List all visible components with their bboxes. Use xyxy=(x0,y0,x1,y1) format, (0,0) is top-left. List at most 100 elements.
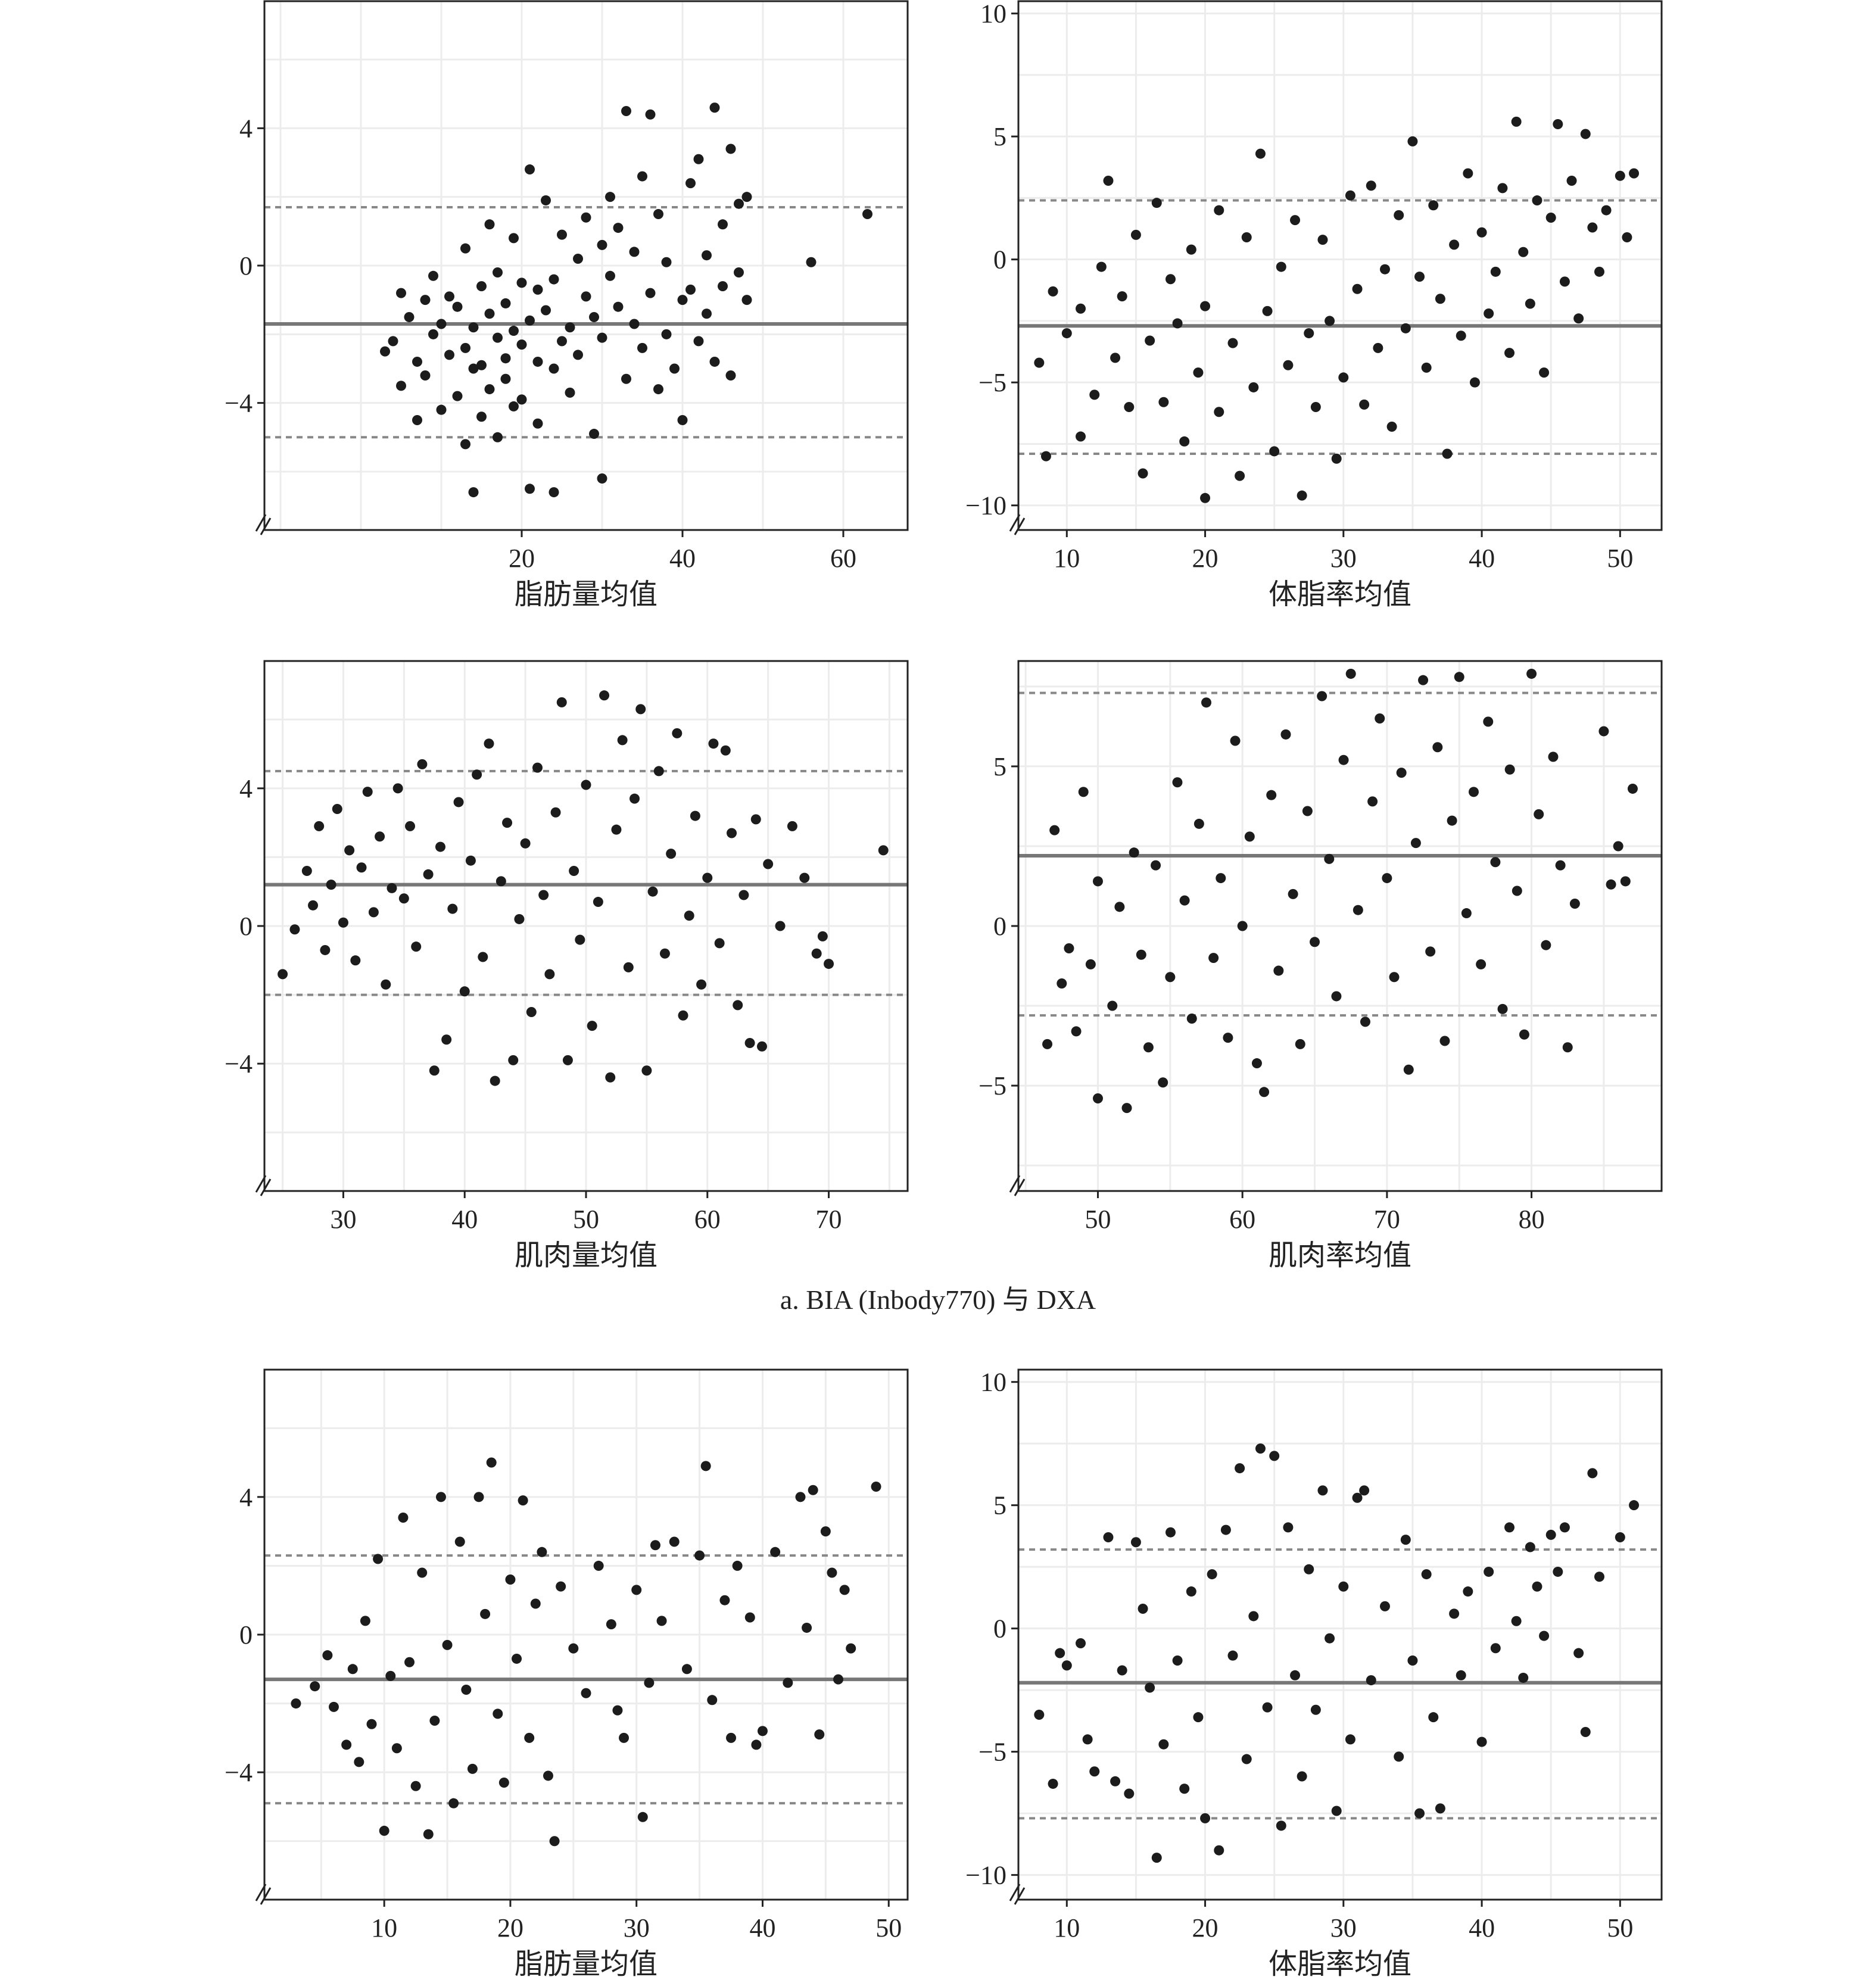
data-point xyxy=(1124,1788,1135,1799)
data-point xyxy=(1165,1527,1176,1538)
data-point xyxy=(461,1684,472,1695)
data-point xyxy=(1064,943,1074,954)
data-point xyxy=(757,1726,768,1736)
data-point xyxy=(656,1616,667,1626)
data-point xyxy=(726,1732,737,1743)
data-point xyxy=(436,404,447,415)
data-point xyxy=(1283,360,1294,370)
data-point xyxy=(1421,362,1432,373)
data-point xyxy=(1476,1736,1487,1747)
data-point xyxy=(1414,272,1425,282)
x-tick-label: 60 xyxy=(1229,1205,1255,1234)
data-point xyxy=(1587,222,1598,233)
data-point xyxy=(493,432,503,442)
data-point xyxy=(741,192,752,202)
x-tick-label: 80 xyxy=(1519,1205,1545,1234)
data-point xyxy=(1145,1682,1155,1693)
data-point xyxy=(373,1554,384,1564)
data-point xyxy=(1562,1042,1573,1053)
data-point xyxy=(1193,818,1204,829)
data-point xyxy=(1214,407,1224,417)
data-point xyxy=(1548,752,1559,762)
x-tick-label: 50 xyxy=(1085,1205,1111,1234)
data-point xyxy=(1449,239,1460,250)
data-points xyxy=(291,1457,881,1847)
data-point xyxy=(1214,205,1224,216)
data-point xyxy=(862,209,872,220)
data-point xyxy=(516,339,527,350)
data-point xyxy=(344,845,355,856)
data-point xyxy=(1145,335,1155,346)
data-point xyxy=(669,363,680,374)
data-point xyxy=(1518,247,1529,257)
data-point xyxy=(741,295,752,305)
data-point xyxy=(468,363,479,374)
data-point xyxy=(1511,1616,1522,1626)
data-point xyxy=(1172,1655,1183,1666)
x-tick-label: 40 xyxy=(669,544,696,573)
axis-break-mark xyxy=(255,1175,272,1196)
data-point xyxy=(1559,1522,1570,1533)
data-point xyxy=(619,1732,630,1743)
data-point xyxy=(549,1836,560,1847)
data-point xyxy=(460,342,470,353)
data-point xyxy=(1269,1451,1280,1461)
data-point xyxy=(525,164,535,175)
data-point xyxy=(846,1643,856,1654)
data-point xyxy=(1216,873,1226,884)
data-point xyxy=(1055,1648,1065,1658)
data-point xyxy=(520,838,531,849)
data-point xyxy=(1121,1103,1132,1114)
data-point xyxy=(1310,401,1321,412)
data-point xyxy=(1601,205,1612,216)
data-point xyxy=(396,288,406,298)
data-point xyxy=(1230,735,1241,746)
data-point xyxy=(500,373,511,384)
data-point xyxy=(476,281,487,292)
data-point xyxy=(380,346,390,357)
data-point xyxy=(630,793,640,804)
data-point xyxy=(684,911,694,921)
data-point xyxy=(1525,1542,1535,1552)
data-point xyxy=(597,332,607,343)
data-point xyxy=(647,886,658,897)
data-point xyxy=(1463,168,1473,179)
data-point xyxy=(454,1536,465,1547)
x-tick-label: 40 xyxy=(1469,544,1495,573)
data-point xyxy=(1410,838,1421,849)
data-point xyxy=(1207,1569,1217,1580)
data-point xyxy=(1179,895,1190,906)
data-point xyxy=(1386,422,1397,432)
data-point xyxy=(1259,1087,1270,1097)
data-point xyxy=(621,106,631,117)
data-point xyxy=(1151,198,1162,208)
data-point xyxy=(308,900,319,911)
data-point xyxy=(1541,940,1551,950)
data-point xyxy=(1151,1853,1162,1863)
data-point xyxy=(1200,492,1211,503)
data-point xyxy=(1061,328,1072,339)
data-point xyxy=(366,1719,377,1729)
data-point xyxy=(1379,1601,1390,1611)
data-point xyxy=(291,1698,301,1709)
data-point xyxy=(1490,1643,1501,1654)
data-point xyxy=(1241,1754,1252,1764)
data-point xyxy=(1158,1739,1169,1750)
data-point xyxy=(629,319,640,329)
data-point xyxy=(565,387,575,398)
data-point xyxy=(341,1739,352,1750)
data-point xyxy=(544,969,555,980)
data-point xyxy=(1136,949,1146,960)
data-point xyxy=(1048,1778,1058,1789)
data-point xyxy=(644,1678,655,1688)
data-point xyxy=(637,171,647,182)
y-tick-label: −5 xyxy=(978,1738,1006,1767)
data-point xyxy=(524,1732,535,1743)
data-point xyxy=(693,336,704,347)
data-point xyxy=(569,866,579,877)
data-point xyxy=(500,353,511,364)
data-point xyxy=(1276,1820,1286,1831)
data-point xyxy=(537,1547,547,1557)
y-tick-label: 0 xyxy=(993,912,1006,941)
